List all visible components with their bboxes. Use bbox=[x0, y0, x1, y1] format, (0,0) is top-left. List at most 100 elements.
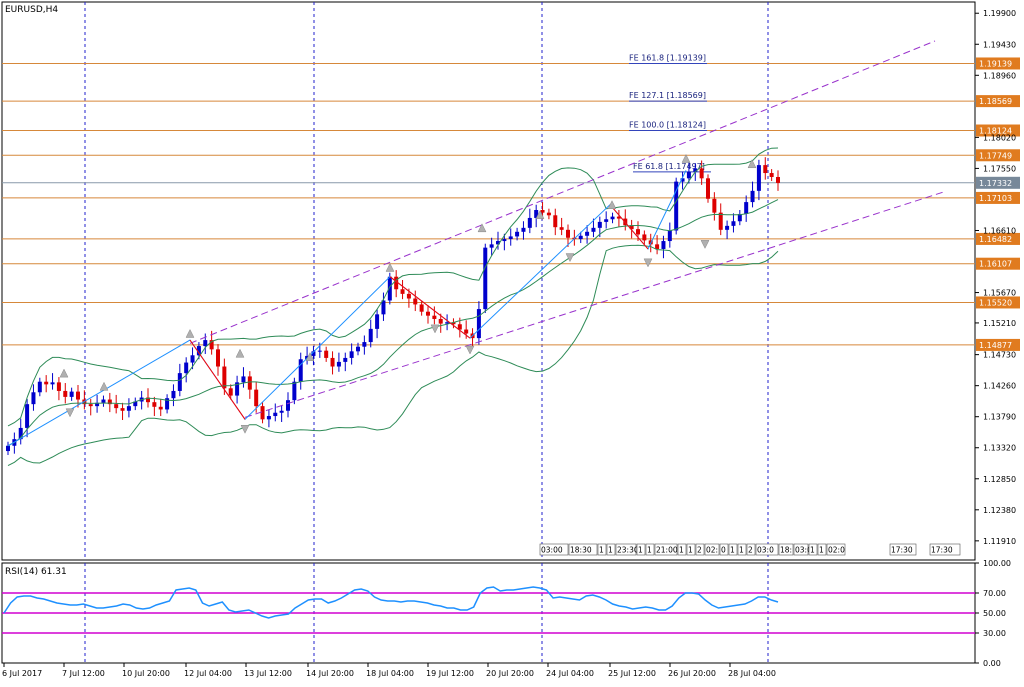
candle-body bbox=[286, 400, 290, 411]
session-box-label: 23:30 bbox=[617, 546, 639, 555]
candle-body bbox=[133, 401, 138, 407]
candle-body bbox=[406, 293, 411, 299]
price-level-value: 1.17332 bbox=[979, 179, 1012, 188]
candle-body bbox=[457, 324, 462, 330]
time-tick-label: 28 Jul 04:00 bbox=[728, 669, 776, 678]
candle-body bbox=[750, 190, 755, 203]
candle-body bbox=[686, 171, 691, 179]
candle-body bbox=[413, 298, 418, 305]
price-tick-label: 1.16610 bbox=[983, 226, 1016, 235]
price-level-tag bbox=[976, 95, 1020, 108]
fractal-marker bbox=[535, 210, 545, 219]
candle-body bbox=[235, 382, 240, 396]
price-level-value: 1.16107 bbox=[979, 260, 1012, 269]
fibo-level-label: FE 127.1 [1.18569] bbox=[629, 91, 706, 100]
session-box bbox=[929, 543, 961, 556]
time-tick-label: 26 Jul 20:00 bbox=[668, 669, 716, 678]
fibo-level-label: FE 61.8 [1.17497] bbox=[633, 162, 705, 171]
session-box-label: 17:30 bbox=[931, 546, 953, 555]
fractal-marker bbox=[99, 381, 109, 391]
candle-body bbox=[356, 346, 360, 352]
candle-body bbox=[165, 398, 170, 410]
candle-body bbox=[483, 247, 488, 310]
price-tick-label: 1.19900 bbox=[983, 9, 1016, 18]
candle-body bbox=[534, 210, 539, 218]
candle-body bbox=[120, 408, 125, 411]
time-tick-label: 25 Jul 12:00 bbox=[608, 669, 656, 678]
candle-body bbox=[279, 410, 284, 413]
fractal-marker bbox=[643, 258, 653, 268]
time-tick-label: 13 Jul 12:00 bbox=[244, 669, 292, 678]
candle-body bbox=[400, 289, 405, 294]
price-level-tag bbox=[976, 191, 1020, 204]
price-tick-label: 1.15670 bbox=[983, 289, 1016, 298]
candle-body bbox=[336, 361, 341, 367]
session-box bbox=[539, 543, 569, 556]
price-level-tag bbox=[976, 124, 1020, 137]
session-box-label: 17:30 bbox=[891, 546, 913, 555]
fractal-marker bbox=[465, 345, 475, 355]
price-level-tag bbox=[976, 176, 1020, 189]
zigzag-down-leg bbox=[609, 204, 649, 250]
candle-body bbox=[222, 366, 227, 389]
candle-body bbox=[260, 406, 265, 420]
rsi-tick-label: 0.00 bbox=[983, 659, 1001, 668]
session-box-label: 21:00 bbox=[656, 546, 678, 555]
candle-body bbox=[203, 340, 208, 347]
rsi-indicator[interactable]: RSI(14) 61.31 bbox=[1, 562, 976, 664]
trend-channel-line bbox=[189, 40, 936, 344]
candle-body bbox=[426, 311, 430, 316]
candle-body bbox=[394, 276, 399, 290]
price-level-value: 1.18124 bbox=[979, 127, 1012, 136]
candle-body bbox=[578, 235, 583, 240]
candle-body bbox=[527, 217, 532, 228]
price-tick-label: 1.12380 bbox=[983, 506, 1016, 515]
candle-body bbox=[597, 221, 602, 228]
session-box-label: 03:0 bbox=[757, 546, 774, 555]
session-box-label: 1 bbox=[739, 546, 744, 555]
session-box bbox=[889, 543, 917, 556]
session-box-label: 1 bbox=[599, 546, 604, 555]
candle-body bbox=[273, 412, 278, 417]
candle-body bbox=[330, 357, 335, 367]
time-tick-label: 24 Jul 04:00 bbox=[546, 669, 594, 678]
candle-body bbox=[311, 351, 316, 356]
candle-body bbox=[616, 216, 621, 219]
candle-body bbox=[661, 241, 666, 249]
candle-body bbox=[56, 382, 61, 391]
session-box bbox=[615, 543, 637, 556]
candle-body bbox=[756, 165, 761, 191]
session-box bbox=[746, 543, 756, 556]
fractal-marker bbox=[430, 324, 440, 334]
candle-body bbox=[629, 225, 634, 230]
candle-body bbox=[731, 221, 736, 226]
candle-body bbox=[241, 376, 246, 383]
candle-body bbox=[216, 349, 220, 367]
candle-body bbox=[540, 210, 545, 213]
price-tick-label: 1.12850 bbox=[983, 475, 1016, 484]
candle-body bbox=[387, 276, 392, 301]
time-tick-label: 6 Jul 2017 bbox=[2, 669, 42, 678]
time-tick-label: 7 Jul 12:00 bbox=[62, 669, 105, 678]
band-upper bbox=[7, 147, 779, 427]
fractal-marker bbox=[240, 424, 250, 434]
candle-body bbox=[674, 181, 679, 231]
candle-body bbox=[107, 399, 112, 405]
candle-body bbox=[126, 406, 131, 411]
session-box bbox=[728, 543, 738, 556]
time-axis: 6 Jul 2017 7 Jul 12:00 10 Jul 20:00 12 Jul … bbox=[2, 663, 776, 678]
candle-body bbox=[559, 227, 564, 230]
session-box-label: 03:0 bbox=[795, 546, 812, 555]
candle-body bbox=[184, 362, 189, 374]
candle-body bbox=[699, 168, 704, 179]
main-chart[interactable]: FE 161.8 [1.19139] FE 127.1 [1.18569] FE 1… bbox=[1, 1, 976, 561]
session-box bbox=[677, 543, 687, 556]
session-box-label: 1 bbox=[810, 546, 815, 555]
price-level-value: 1.15520 bbox=[979, 298, 1012, 307]
candle-body bbox=[769, 173, 774, 177]
price-tick-label: 1.13320 bbox=[983, 444, 1016, 453]
session-box bbox=[737, 543, 747, 556]
fractal-marker bbox=[305, 352, 315, 361]
fractal-marker bbox=[385, 262, 395, 272]
time-tick-label: 14 Jul 20:00 bbox=[306, 669, 354, 678]
